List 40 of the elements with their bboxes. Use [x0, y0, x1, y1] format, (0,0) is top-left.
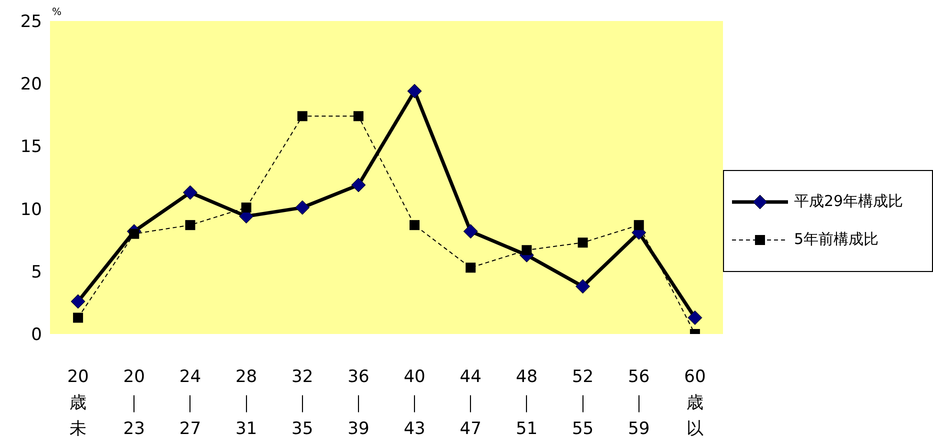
legend-label: 5年前構成比: [794, 230, 879, 249]
y-tick-label: 20: [20, 74, 42, 95]
point: [185, 220, 196, 230]
y-tick-label: 10: [20, 200, 42, 220]
point: [182, 185, 198, 200]
x-tick-label: 36｜39: [348, 367, 370, 439]
x-tick-label: 20歳未: [67, 367, 89, 439]
point: [351, 178, 366, 192]
y-axis-title: %: [52, 7, 62, 18]
point: [73, 312, 84, 323]
x-tick-label: 48｜51: [516, 367, 538, 439]
point: [576, 279, 590, 294]
point: [522, 245, 532, 256]
y-tick-label: 5: [31, 262, 42, 282]
point: [70, 294, 86, 309]
x-tick-label: 60歳以: [684, 367, 706, 439]
point: [297, 111, 308, 122]
point: [466, 262, 476, 273]
x-tick-label: 28｜31: [235, 367, 258, 439]
x-tick-label: 40｜43: [404, 367, 426, 439]
x-tick-label: 20｜23: [123, 367, 145, 439]
point: [241, 202, 252, 213]
x-tick-label: 44｜47: [460, 367, 482, 439]
y-tick-label: 15: [20, 137, 42, 158]
point: [353, 111, 364, 122]
x-tick-label: 32｜35: [292, 367, 314, 439]
point: [295, 200, 310, 215]
point: [129, 228, 140, 239]
point: [634, 220, 644, 230]
point: [688, 310, 702, 325]
point: [410, 220, 420, 230]
y-tick-label: 25: [20, 12, 42, 32]
x-tick-label: 56｜59: [628, 367, 650, 439]
legend-label: 平成29年構成比: [794, 192, 904, 211]
point: [407, 84, 422, 98]
point: [463, 224, 478, 239]
x-tick-label: 52｜55: [572, 367, 594, 439]
point: [578, 238, 588, 248]
x-tick-label: 24｜27: [179, 367, 202, 439]
y-tick-label: 0: [31, 325, 42, 346]
